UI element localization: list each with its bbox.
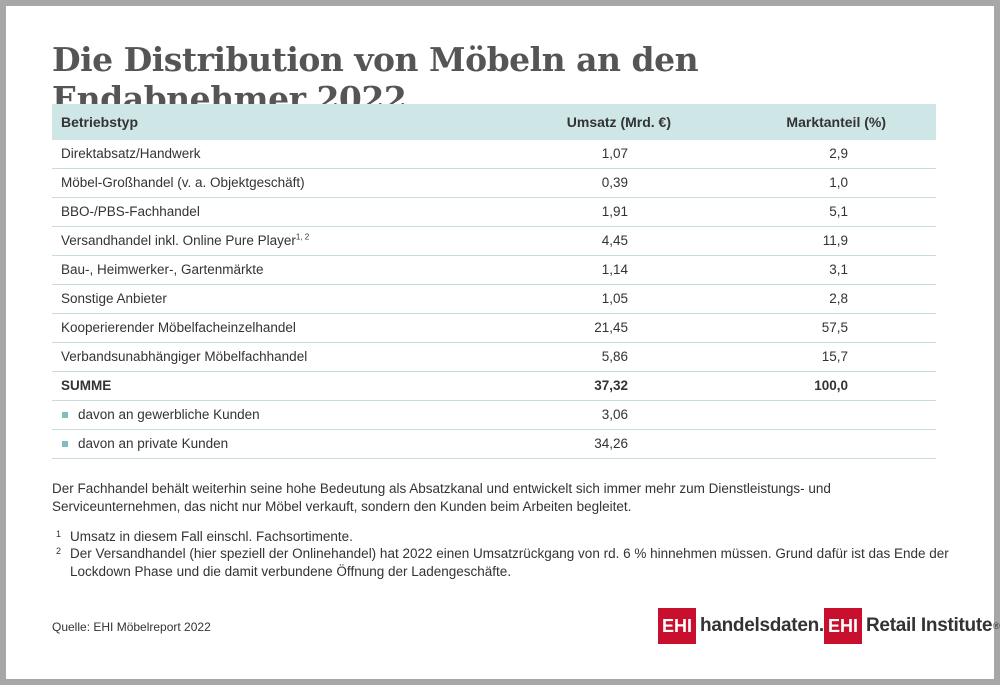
cell-anteil: 1,0 <box>829 175 848 190</box>
label-text: SUMME <box>61 378 112 393</box>
footnote-text: Umsatz in diesem Fall einschl. Fachsorti… <box>70 529 353 544</box>
cell-label: Sonstige Anbieter <box>61 285 167 313</box>
cell-label: Kooperierender Möbelfacheinzelhandel <box>61 314 296 342</box>
cell-umsatz: 0,39 <box>601 175 628 190</box>
label-text: Möbel-Großhandel (v. a. Objektgeschäft) <box>61 175 305 190</box>
cell-anteil: 3,1 <box>829 262 848 277</box>
cell-label: BBO-/PBS-Fachhandel <box>61 198 200 226</box>
label-text: Direktabsatz/Handwerk <box>61 146 201 161</box>
note: Der Fachhandel behält weiterhin seine ho… <box>52 481 831 514</box>
logo-badge: EHI <box>658 608 697 644</box>
cell-anteil: 2,9 <box>829 146 848 161</box>
footnote-mark: 2 <box>56 546 62 556</box>
cell-label: SUMME <box>61 372 111 400</box>
cell-anteil: 15,7 <box>821 349 848 364</box>
cell-label: davon an gewerbliche Kunden <box>78 401 260 429</box>
label-text: Kooperierender Möbelfacheinzelhandel <box>61 320 296 335</box>
logo: EHI Retail Institute ® <box>824 608 1000 644</box>
table-row: BBO-/PBS-Fachhandel 1,91 5,1 <box>52 198 936 227</box>
label-text: Sonstige Anbieter <box>61 291 167 306</box>
table-row: davon an private Kunden 34,26 <box>52 430 936 459</box>
cell-anteil: 11,9 <box>822 233 848 248</box>
label-text: Verbandsunabhängiger Möbelfachhandel <box>61 349 308 364</box>
cell-umsatz: 1,05 <box>601 291 628 306</box>
logo-badge: EHI <box>824 608 863 644</box>
logo-text: Retail Institute <box>866 615 993 636</box>
bullet <box>62 412 68 418</box>
cell-label: Direktabsatz/Handwerk <box>61 140 201 168</box>
header-row: Betriebstyp Umsatz (Mrd. €) Marktanteil (%… <box>52 104 936 140</box>
cell-umsatz: 34,26 <box>594 436 628 451</box>
footnote-text: Der Versandhandel (hier speziell der Onl… <box>70 546 949 579</box>
cell-label: Versandhandel inkl. Online Pure Player1,… <box>61 227 309 255</box>
cell-umsatz: 1,07 <box>601 146 628 161</box>
cell-umsatz: 3,06 <box>601 407 628 422</box>
table-row: Kooperierender Möbelfacheinzelhandel 21,4… <box>52 314 936 343</box>
table-row: Sonstige Anbieter 1,05 2,8 <box>52 285 936 314</box>
table-row: davon an gewerbliche Kunden 3,06 <box>52 401 936 430</box>
logo: EHI handelsdaten.de <box>658 608 846 644</box>
column-header: Umsatz (Mrd. €) <box>566 114 671 130</box>
label-text: Versandhandel inkl. Online Pure Player <box>61 233 296 248</box>
label-text: Bau-, Heimwerker-, Gartenmärkte <box>61 262 264 277</box>
table-row: Möbel-Großhandel (v. a. Objektgeschäft) 0… <box>52 169 936 198</box>
cell-label: Bau-, Heimwerker-, Gartenmärkte <box>61 256 264 284</box>
superscript: 1, 2 <box>295 232 310 242</box>
source: Quelle: EHI Möbelreport 2022 <box>52 620 211 634</box>
cell-anteil: 5,1 <box>829 204 848 219</box>
footnote: 2 Der Versandhandel (hier speziell der On… <box>52 545 952 581</box>
table-row: Direktabsatz/Handwerk 1,07 2,9 <box>52 140 936 169</box>
logo-text: handelsdaten.de <box>700 615 846 636</box>
table-row: Bau-, Heimwerker-, Gartenmärkte 1,14 3,1 <box>52 256 936 285</box>
cell-label: Verbandsunabhängiger Möbelfachhandel <box>61 343 307 371</box>
table-row: SUMME 37,32 100,0 <box>52 372 936 401</box>
cell-anteil: 2,8 <box>829 291 848 306</box>
bullet <box>62 441 68 447</box>
cell-umsatz: 4,45 <box>601 233 628 248</box>
cell-umsatz: 5,86 <box>601 349 628 364</box>
footnote-mark: 1 <box>56 529 62 539</box>
label-text: davon an private Kunden <box>78 436 229 451</box>
table-row: Verbandsunabhängiger Möbelfachhandel 5,86… <box>52 343 936 372</box>
footnote: 1 Umsatz in diesem Fall einschl. Fachsort… <box>52 528 952 546</box>
table-row: Versandhandel inkl. Online Pure Player1,… <box>52 227 936 256</box>
label-text: BBO-/PBS-Fachhandel <box>61 204 200 219</box>
cell-label: Möbel-Großhandel (v. a. Objektgeschäft) <box>61 169 305 197</box>
cell-umsatz: 1,91 <box>601 204 628 219</box>
column-header: Betriebstyp <box>61 114 139 130</box>
cell-label: davon an private Kunden <box>78 430 228 458</box>
cell-anteil: 100,0 <box>814 378 848 393</box>
logo-reg: ® <box>993 621 1000 631</box>
cell-umsatz: 37,32 <box>594 378 628 393</box>
column-header: Marktanteil (%) <box>786 114 886 130</box>
cell-umsatz: 1,14 <box>601 262 628 277</box>
table: Betriebstyp Umsatz (Mrd. €) Marktanteil (%… <box>52 104 936 459</box>
cell-anteil: 57,5 <box>821 320 848 335</box>
cell-umsatz: 21,45 <box>594 320 628 335</box>
label-text: davon an gewerbliche Kunden <box>78 407 260 422</box>
